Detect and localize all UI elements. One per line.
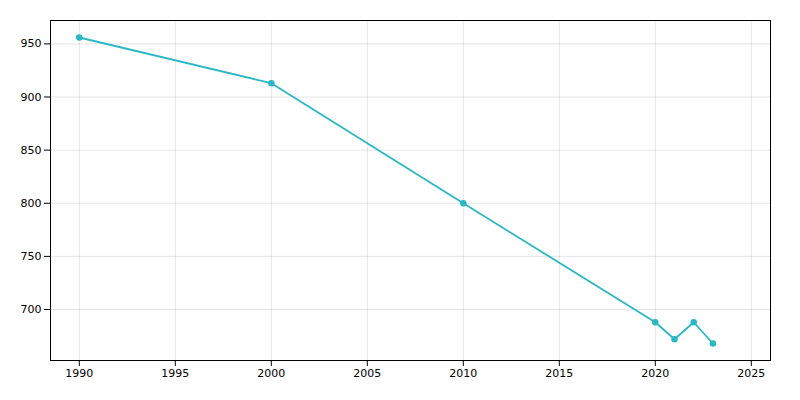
- svg-text:2015: 2015: [545, 367, 573, 380]
- svg-text:950: 950: [21, 37, 42, 50]
- svg-text:750: 750: [21, 250, 42, 263]
- svg-text:1995: 1995: [161, 367, 189, 380]
- svg-text:2025: 2025: [737, 367, 765, 380]
- svg-text:2005: 2005: [353, 367, 381, 380]
- svg-text:850: 850: [21, 144, 42, 157]
- svg-text:900: 900: [21, 91, 42, 104]
- svg-text:2000: 2000: [257, 367, 285, 380]
- svg-text:1990: 1990: [65, 367, 93, 380]
- svg-text:2020: 2020: [641, 367, 669, 380]
- svg-text:2010: 2010: [449, 367, 477, 380]
- svg-text:700: 700: [21, 303, 42, 316]
- svg-text:800: 800: [21, 197, 42, 210]
